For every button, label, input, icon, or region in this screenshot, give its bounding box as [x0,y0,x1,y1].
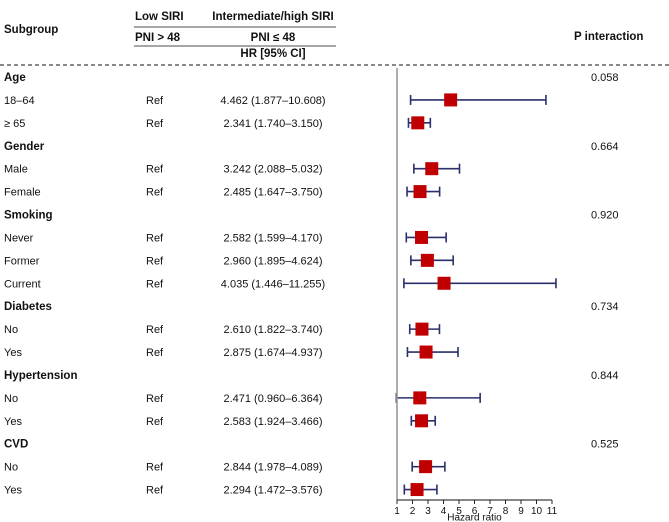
x-tick-label: 1 [394,506,400,517]
ref-value: Ref [146,232,164,244]
ref-value: Ref [146,347,164,359]
group-label: Hypertension [4,370,78,382]
subgroup-label: Male [4,164,28,176]
subgroup-label: Former [4,255,40,267]
p-interaction-value: 0.525 [591,439,619,451]
header-low-pni: PNI > 48 [135,32,181,44]
group-label: Smoking [4,210,53,222]
hr-ci-text: 2.583 (1.924–3.466) [223,416,322,428]
group-label: CVD [4,439,28,451]
header-low-siri: Low SIRI [135,11,184,23]
hr-ci-text: 4.462 (1.877–10.608) [220,95,325,107]
ref-value: Ref [146,164,164,176]
x-tick-label: 7 [487,506,493,517]
hr-point-marker [444,93,458,107]
hr-point-marker [415,414,429,428]
header-high-siri: Intermediate/high SIRI [212,11,333,23]
ref-value: Ref [146,95,164,107]
x-axis: 1 2 3 4 5 6 7 8 9 10 11 Hazard ratio [394,499,558,522]
x-tick-label: 10 [531,506,543,517]
header-hr-ci: HR [95% CI] [240,48,305,60]
group-label: Gender [4,141,45,153]
group-label: Diabetes [4,301,52,313]
ref-value: Ref [146,485,164,497]
subgroup-label: Yes [4,347,22,359]
hr-ci-text: 2.844 (1.978–4.089) [223,462,322,474]
hr-ci-text: 2.960 (1.895–4.624) [223,255,322,267]
hr-point-marker [419,345,433,359]
x-tick-label: 8 [503,506,509,517]
x-tick-label: 6 [472,506,478,517]
group-label: Age [4,72,26,84]
subgroup-label: No [4,324,18,336]
x-tick-label: 2 [410,506,416,517]
ref-value: Ref [146,255,164,267]
hr-point-marker [420,253,434,267]
hr-point-marker [425,162,439,176]
p-interaction-value: 0.058 [591,72,619,84]
hr-ci-text: 2.294 (1.472–3.576) [223,485,322,497]
subgroup-label: No [4,462,18,474]
hr-ci-text: 2.582 (1.599–4.170) [223,232,322,244]
subgroup-label: Female [4,187,41,199]
p-interaction-value: 0.664 [591,141,619,153]
x-tick-label: 3 [425,506,431,517]
hr-point-marker [415,230,429,244]
hr-ci-text: 2.875 (1.674–4.937) [223,347,322,359]
x-tick-label: 9 [518,506,524,517]
ref-value: Ref [146,393,164,405]
hr-ci-text: 4.035 (1.446–11.255) [221,278,325,290]
ref-value: Ref [146,416,164,428]
hr-point-marker [415,322,429,336]
hr-point-marker [411,116,425,130]
hr-ci-text: 2.341 (1.740–3.150) [223,118,322,130]
ref-value: Ref [146,118,164,130]
subgroup-label: Current [4,278,41,290]
header-high-pni: PNI ≤ 48 [251,32,296,44]
subgroup-label: Never [4,232,34,244]
hr-ci-text: 3.242 (2.088–5.032) [223,164,322,176]
hr-point-marker [437,276,451,290]
x-tick-label: 11 [547,506,558,517]
hr-point-marker [410,483,424,497]
hr-ci-text: 2.471 (0.960–6.364) [223,393,322,405]
p-interaction-value: 0.844 [591,370,619,382]
hr-ci-text: 2.485 (1.647–3.750) [223,187,322,199]
x-axis-label: Hazard ratio [447,513,502,522]
ref-value: Ref [146,278,164,290]
forest-body: Age 0.058 18–64 Ref 4.462 (1.877–10.608) ≥ 65… [4,68,619,500]
subgroup-label: Yes [4,485,22,497]
ref-value: Ref [146,462,164,474]
hr-point-marker [413,185,427,199]
x-tick-label: 5 [456,506,462,517]
hr-point-marker [413,391,427,405]
subgroup-label: No [4,393,18,405]
subgroup-label: 18–64 [4,95,35,107]
header-subgroup: Subgroup [4,24,58,36]
subgroup-label: ≥ 65 [4,118,25,130]
subgroup-label: Yes [4,416,22,428]
ref-value: Ref [146,324,164,336]
ref-value: Ref [146,187,164,199]
p-interaction-value: 0.920 [591,210,619,222]
header-p-interaction: P interaction [574,31,643,43]
p-interaction-value: 0.734 [591,301,619,313]
hr-point-marker [419,460,433,474]
x-tick-label: 4 [441,506,447,517]
hr-ci-text: 2.610 (1.822–3.740) [223,324,322,336]
